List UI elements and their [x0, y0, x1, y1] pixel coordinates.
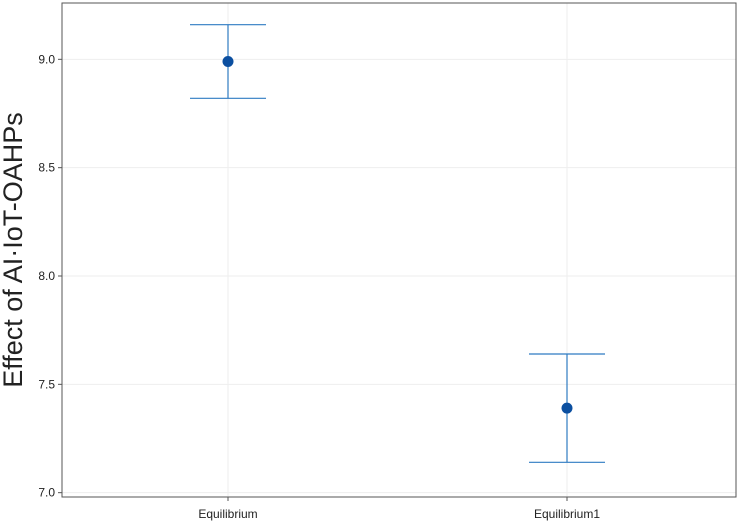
grid-lines [62, 3, 736, 497]
x-axis: Equilibrium Equilibrium1 [198, 497, 600, 521]
y-axis: 7.0 7.5 8.0 8.5 9.0 [38, 52, 62, 500]
plot-frame [61, 2, 737, 498]
y-tick-label: 8.0 [38, 269, 55, 283]
y-tick-label: 9.0 [38, 52, 55, 66]
y-tick-label: 8.5 [38, 161, 55, 175]
y-axis-title: Effect of AI·IoT-OAHPs [0, 112, 28, 388]
x-tick-label: Equilibrium1 [534, 507, 600, 521]
data-marks [190, 24, 605, 463]
y-tick-label: 7.0 [38, 486, 55, 500]
mean-point [222, 56, 234, 67]
mean-point [561, 402, 573, 414]
y-tick-label: 7.5 [38, 377, 55, 391]
x-tick-label: Equilibrium [198, 507, 257, 521]
